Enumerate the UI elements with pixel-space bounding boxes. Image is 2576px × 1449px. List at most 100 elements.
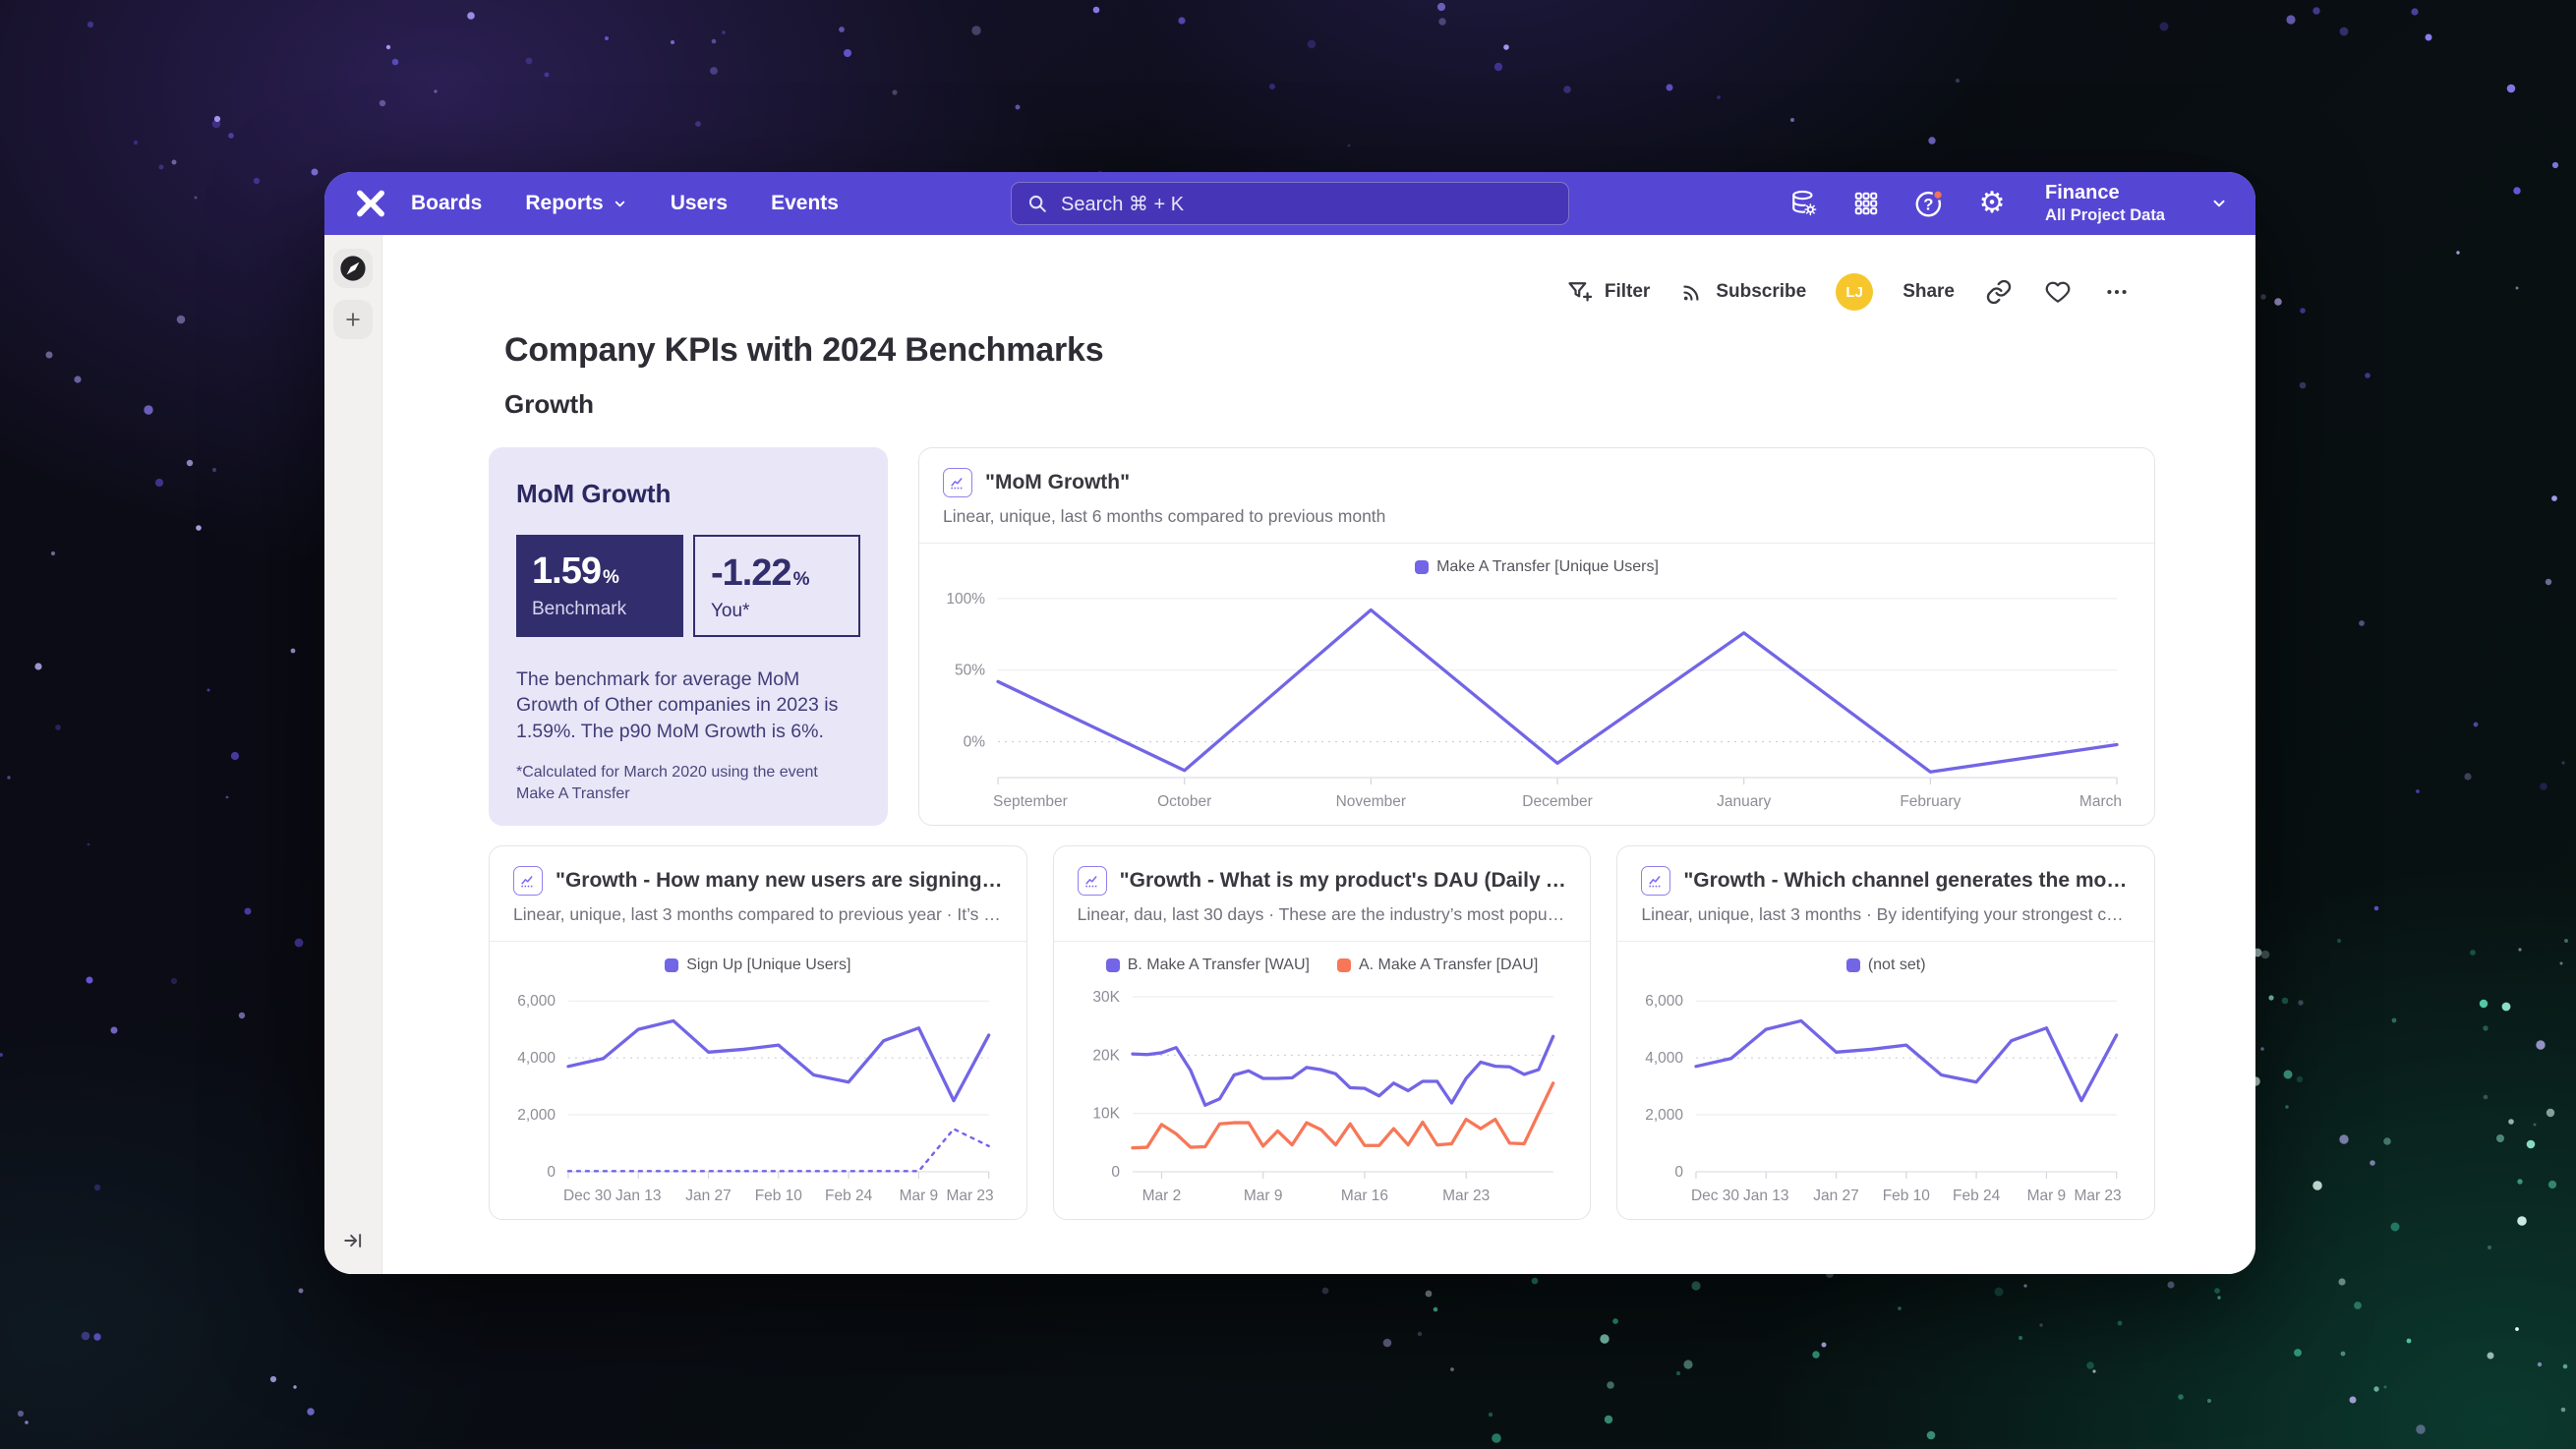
mom-growth-line-chart[interactable]: 100% 50% 0% September October November Decembe… xyxy=(931,583,2142,819)
chart-card-header: "Growth - What is my product's DAU (Dail… xyxy=(1053,846,1591,942)
chart-card-body: B. Make A Transfer [WAU] A. Make A Transf… xyxy=(1054,942,1591,1219)
search-input[interactable]: Search ⌘ + K xyxy=(1011,182,1569,225)
svg-text:Mar 9: Mar 9 xyxy=(900,1188,939,1204)
navigate-compass-button[interactable] xyxy=(333,249,373,288)
svg-text:4,000: 4,000 xyxy=(517,1050,556,1067)
chart-title[interactable]: "Growth - What is my product's DAU (Dail… xyxy=(1119,869,1567,892)
svg-text:Mar 23: Mar 23 xyxy=(2075,1188,2122,1204)
legend-item[interactable]: B. Make A Transfer [WAU] xyxy=(1105,956,1310,974)
copy-link-icon[interactable] xyxy=(1984,277,2014,307)
nav-right-cluster: ? ⚙ Finance All Project Data xyxy=(1787,181,2228,226)
mixpanel-logo-icon[interactable] xyxy=(352,185,389,222)
share-button[interactable]: Share xyxy=(1903,281,1955,302)
nav-item-events[interactable]: Events xyxy=(771,192,839,214)
chart-card-mom-growth[interactable]: "MoM Growth" Linear, unique, last 6 mont… xyxy=(918,447,2155,826)
benchmark-footnote: *Calculated for March 2020 using the eve… xyxy=(516,763,818,803)
svg-text:December: December xyxy=(1522,793,1593,810)
svg-text:Dec 30: Dec 30 xyxy=(1691,1188,1739,1204)
svg-text:Jan 27: Jan 27 xyxy=(685,1188,732,1204)
svg-text:March: March xyxy=(2079,793,2122,810)
chart-title[interactable]: "MoM Growth" xyxy=(985,471,1131,493)
svg-text:?: ? xyxy=(1923,196,1933,214)
chart-subtitle: Linear, unique, last 3 months · By ident… xyxy=(1641,904,2131,924)
help-icon[interactable]: ? xyxy=(1913,188,1945,219)
chart-card-signups[interactable]: "Growth - How many new users are signing… xyxy=(489,845,1027,1220)
legend-item[interactable]: A. Make A Transfer [DAU] xyxy=(1336,956,1538,974)
svg-text:10K: 10K xyxy=(1092,1106,1120,1123)
svg-text:30K: 30K xyxy=(1092,989,1120,1006)
svg-text:Mar 23: Mar 23 xyxy=(1442,1188,1490,1204)
more-options-icon[interactable] xyxy=(2102,277,2132,307)
data-management-icon[interactable] xyxy=(1787,188,1819,219)
svg-text:Mar 9: Mar 9 xyxy=(1244,1188,1283,1204)
svg-text:50%: 50% xyxy=(955,663,985,679)
benchmark-stat-box: 1.59% Benchmark xyxy=(516,535,683,637)
project-chevron-down-icon[interactable] xyxy=(2210,195,2228,212)
svg-text:Mar 16: Mar 16 xyxy=(1341,1188,1388,1204)
dashboard-main: Filter Subscribe LJ Share xyxy=(382,235,2255,1274)
svg-text:Jan 13: Jan 13 xyxy=(615,1188,662,1204)
legend-swatch xyxy=(1105,958,1120,972)
legend-item[interactable]: Make A Transfer [Unique Users] xyxy=(1415,558,1659,576)
expand-sidebar-button[interactable] xyxy=(335,1223,371,1258)
chart-card-channels[interactable]: "Growth - Which channel generates the mo… xyxy=(1616,845,2156,1220)
svg-text:0%: 0% xyxy=(964,734,986,751)
app-window: Boards Reports Users Events Search ⌘ + K xyxy=(324,172,2255,1274)
favorite-heart-icon[interactable] xyxy=(2043,277,2073,307)
user-avatar[interactable]: LJ xyxy=(1836,273,1874,311)
legend-item[interactable]: (not set) xyxy=(1845,956,1926,974)
svg-text:Feb 10: Feb 10 xyxy=(1883,1188,1930,1204)
line-chart-icon xyxy=(943,468,972,497)
channels-line-chart[interactable]: 6,000 4,000 2,000 0 Dec 30 Jan 13 Jan 27 Feb 10… xyxy=(1629,981,2142,1213)
svg-text:0: 0 xyxy=(1111,1164,1120,1181)
signups-line-chart[interactable]: 6,000 4,000 2,000 0 Dec 30 Jan 13 Jan 27 Feb 10… xyxy=(501,981,1015,1213)
add-board-button[interactable] xyxy=(333,300,373,339)
board-toolbar: Filter Subscribe LJ Share xyxy=(489,272,2132,312)
apps-grid-icon[interactable] xyxy=(1850,188,1882,219)
legend-item[interactable]: Sign Up [Unique Users] xyxy=(665,956,850,974)
svg-text:4,000: 4,000 xyxy=(1646,1050,1684,1067)
chart-title[interactable]: "Growth - Which channel generates the mo… xyxy=(1683,869,2131,892)
subscribe-button[interactable]: Subscribe xyxy=(1679,279,1806,305)
chart-card-dau[interactable]: "Growth - What is my product's DAU (Dail… xyxy=(1052,845,1592,1220)
project-name: Finance xyxy=(2045,182,2120,204)
benchmark-label: Benchmark xyxy=(532,599,627,619)
nav-item-users[interactable]: Users xyxy=(670,192,729,214)
nav-item-boards[interactable]: Boards xyxy=(411,192,483,214)
svg-text:6,000: 6,000 xyxy=(517,993,556,1010)
dau-line-chart[interactable]: 30K 20K 10K 0 Mar 2 Mar 9 Mar 16 Mar 23 xyxy=(1066,981,1579,1213)
nav-item-reports[interactable]: Reports xyxy=(525,192,626,215)
chart-subtitle: Linear, unique, last 3 months compared t… xyxy=(513,904,1003,924)
settings-gear-icon[interactable]: ⚙ xyxy=(1978,186,2006,220)
line-chart-icon xyxy=(513,866,543,896)
legend-swatch xyxy=(1336,958,1351,972)
chart-title[interactable]: "Growth - How many new users are signing… xyxy=(556,869,1003,892)
project-switcher[interactable]: Finance All Project Data xyxy=(2045,181,2165,226)
line-chart-icon xyxy=(1077,866,1107,896)
legend-swatch xyxy=(665,958,679,972)
svg-text:2,000: 2,000 xyxy=(517,1107,556,1124)
search-placeholder: Search ⌘ + K xyxy=(1061,193,1185,215)
legend-swatch xyxy=(1415,560,1430,574)
chart-legend: B. Make A Transfer [WAU] A. Make A Transf… xyxy=(1066,950,1579,981)
chart-card-body: Sign Up [Unique Users] 6,000 4,000 2,000 0 D… xyxy=(490,942,1026,1219)
svg-text:November: November xyxy=(1336,793,1407,810)
chart-card-header: "Growth - How many new users are signing… xyxy=(490,846,1026,942)
line-chart-icon xyxy=(1641,866,1671,896)
benchmark-stats: 1.59% Benchmark -1.22% You* xyxy=(516,535,860,637)
svg-text:Feb 24: Feb 24 xyxy=(825,1188,873,1204)
chart-card-body: (not set) 6,000 4,000 2,000 0 Dec 30 Jan 13 Ja… xyxy=(1617,942,2154,1219)
mom-growth-benchmark-card: MoM Growth 1.59% Benchmark -1.22% You* xyxy=(489,447,888,826)
section-heading-growth: Growth xyxy=(504,389,594,419)
primary-nav: Boards Reports Users Events xyxy=(411,192,839,215)
svg-text:Dec 30: Dec 30 xyxy=(563,1188,612,1204)
rss-icon xyxy=(1683,285,1699,301)
svg-text:0: 0 xyxy=(547,1164,556,1181)
svg-text:February: February xyxy=(1900,793,1961,810)
app-body: Filter Subscribe LJ Share xyxy=(324,235,2255,1274)
svg-text:September: September xyxy=(993,793,1068,810)
svg-text:January: January xyxy=(1717,793,1771,810)
filter-button[interactable]: Filter xyxy=(1566,278,1650,306)
chart-legend: Sign Up [Unique Users] xyxy=(501,950,1015,981)
